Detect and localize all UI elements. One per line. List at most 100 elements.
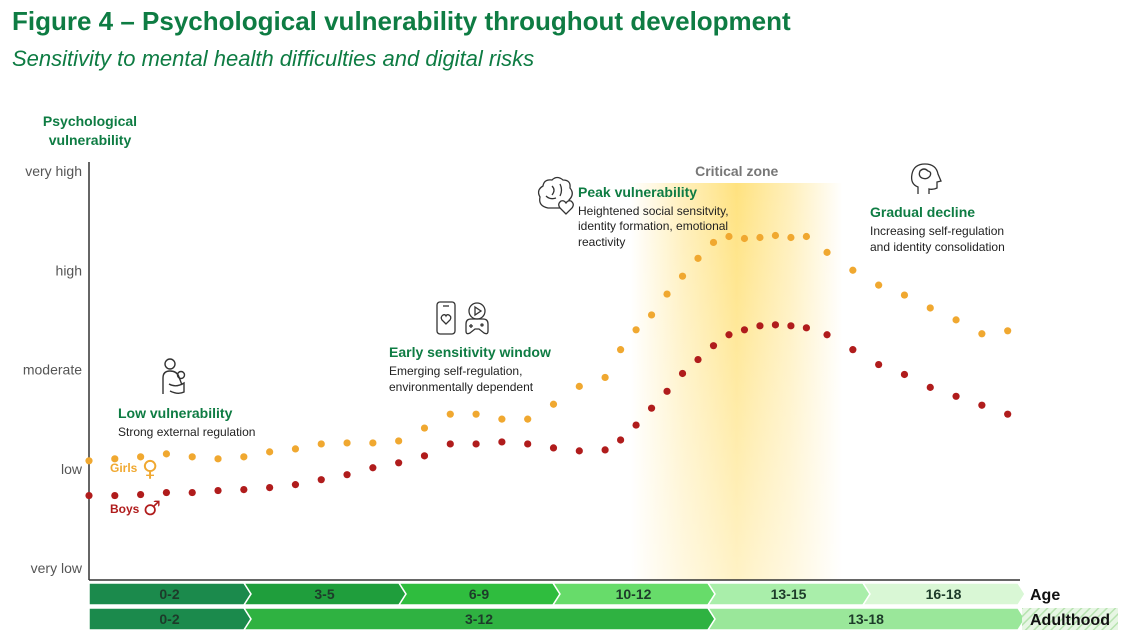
girls-data-point bbox=[343, 439, 351, 447]
figure-subtitle: Sensitivity to mental health difficultie… bbox=[12, 46, 535, 71]
girls-data-point bbox=[369, 439, 377, 447]
legend-girls-label: Girls bbox=[110, 461, 138, 475]
boys-data-point bbox=[1004, 410, 1012, 418]
boys-data-point bbox=[647, 404, 656, 412]
boys-data-point bbox=[740, 326, 749, 334]
critical-zone-fade bbox=[630, 183, 843, 580]
stageRow-segment-label: 13-18 bbox=[848, 611, 884, 627]
girls-data-point bbox=[317, 440, 325, 448]
boys-data-point bbox=[446, 440, 454, 448]
stageRow-segment bbox=[706, 607, 1026, 631]
boys-data-point bbox=[678, 369, 687, 378]
girls-data-point bbox=[549, 400, 558, 408]
annotation-3-line-3: reactivity bbox=[578, 235, 625, 249]
girls-data-point bbox=[162, 450, 171, 458]
boys-data-point bbox=[725, 331, 733, 339]
girls-data-point bbox=[137, 453, 145, 461]
legend: Girls ♀ Boys ♂ bbox=[110, 457, 161, 520]
boys-data-point bbox=[137, 490, 145, 499]
ageRow-segment-label: 10-12 bbox=[616, 586, 652, 602]
y-tick-label: moderate bbox=[23, 362, 82, 378]
girls-data-point bbox=[575, 382, 583, 390]
girls-data-point bbox=[472, 410, 480, 418]
phone-media-gamepad-icon bbox=[436, 301, 489, 335]
legend-boys-label: Boys bbox=[110, 502, 140, 516]
annotation-2-title: Early sensitivity window bbox=[389, 344, 551, 360]
girls-data-point bbox=[616, 346, 625, 354]
ageRow-segment-label: 3-5 bbox=[314, 586, 334, 602]
boys-data-point bbox=[849, 346, 857, 354]
annotation-gradual-decline: Gradual decline Increasing self-regulati… bbox=[870, 163, 1005, 254]
boys-data-point bbox=[420, 452, 429, 460]
boys-data-point bbox=[978, 401, 986, 409]
boys-data-point bbox=[952, 392, 960, 400]
boys-data-point bbox=[926, 383, 934, 391]
legend-boys-symbol: ♂ bbox=[143, 496, 161, 520]
annotation-4-line-2: and identity consolidation bbox=[870, 240, 1005, 254]
boys-data-point bbox=[601, 446, 609, 454]
girls-data-point bbox=[663, 290, 671, 298]
boys-data-point bbox=[771, 321, 780, 329]
boys-data-point bbox=[214, 486, 222, 495]
y-tick-label: very high bbox=[25, 163, 82, 179]
girls-data-point bbox=[978, 330, 986, 338]
boys-data-point bbox=[694, 355, 702, 364]
boys-data-point bbox=[498, 438, 506, 446]
annotation-2-line-2: environmentally dependent bbox=[389, 380, 534, 394]
girls-data-point bbox=[498, 415, 506, 423]
girls-data-point bbox=[802, 232, 810, 241]
boys-data-point bbox=[317, 476, 325, 484]
boys-data-point bbox=[188, 488, 196, 497]
head-brain-icon bbox=[910, 163, 942, 194]
boys-data-point bbox=[369, 464, 377, 472]
annotation-peak-vulnerability: Peak vulnerability Heightened social sen… bbox=[537, 176, 729, 249]
boys-data-point bbox=[875, 360, 883, 369]
girls-data-point bbox=[771, 231, 780, 240]
age-row: 0-2 3-5 6-9 10-12 13-15 16-18 bbox=[88, 582, 1026, 606]
annotation-low-vulnerability: Low vulnerability Strong external regula… bbox=[118, 358, 255, 439]
boys-data-point bbox=[575, 447, 583, 455]
ageRow-segment-label: 13-15 bbox=[771, 586, 807, 602]
annotation-3-line-1: Heightened social sensitvity, bbox=[578, 204, 729, 218]
girls-data-point bbox=[395, 437, 403, 445]
girls-data-point bbox=[875, 281, 883, 289]
annotation-1-title: Low vulnerability bbox=[118, 405, 233, 421]
annotation-4-title: Gradual decline bbox=[870, 204, 975, 220]
y-tick-labels: very low low moderate high very high bbox=[23, 163, 83, 576]
girls-data-point bbox=[240, 453, 248, 461]
annotation-3-line-2: identity formation, emotional bbox=[578, 219, 728, 233]
annotation-4-line-1: Increasing self-regulation bbox=[870, 224, 1004, 238]
annotation-1-line-1: Strong external regulation bbox=[118, 425, 255, 439]
girls-data-point bbox=[926, 304, 934, 312]
girls-data-point bbox=[900, 291, 909, 299]
girls-data-point bbox=[647, 311, 656, 319]
girls-data-point bbox=[709, 238, 718, 247]
y-axis-label: Psychological vulnerability bbox=[42, 113, 138, 148]
brain-heart-icon bbox=[537, 176, 574, 215]
girls-data-point bbox=[694, 254, 702, 262]
boys-data-point bbox=[472, 440, 480, 448]
data-points bbox=[85, 231, 1012, 500]
girls-data-point bbox=[756, 233, 764, 242]
adulthood-hatch bbox=[1022, 608, 1118, 630]
girls-data-point bbox=[849, 266, 857, 274]
girls-data-point bbox=[1004, 327, 1012, 335]
boys-data-point bbox=[632, 421, 640, 429]
stageRow-segment-label: 3-12 bbox=[465, 611, 493, 627]
girls-data-point bbox=[111, 455, 119, 463]
girls-data-point bbox=[85, 457, 93, 465]
ageRow-segment-label: 16-18 bbox=[926, 586, 962, 602]
girls-data-point bbox=[266, 448, 274, 456]
boys-data-point bbox=[549, 444, 558, 452]
y-tick-label: very low bbox=[31, 560, 83, 576]
boys-data-point bbox=[524, 440, 532, 448]
ageRow-segment-label: 0-2 bbox=[159, 586, 179, 602]
boys-data-point bbox=[616, 436, 625, 444]
boys-data-point bbox=[343, 471, 351, 479]
girls-data-point bbox=[420, 424, 429, 432]
critical-zone-label: Critical zone bbox=[695, 163, 778, 179]
boys-data-point bbox=[85, 491, 93, 500]
y-tick-label: high bbox=[56, 262, 82, 278]
boys-data-point bbox=[395, 459, 403, 467]
